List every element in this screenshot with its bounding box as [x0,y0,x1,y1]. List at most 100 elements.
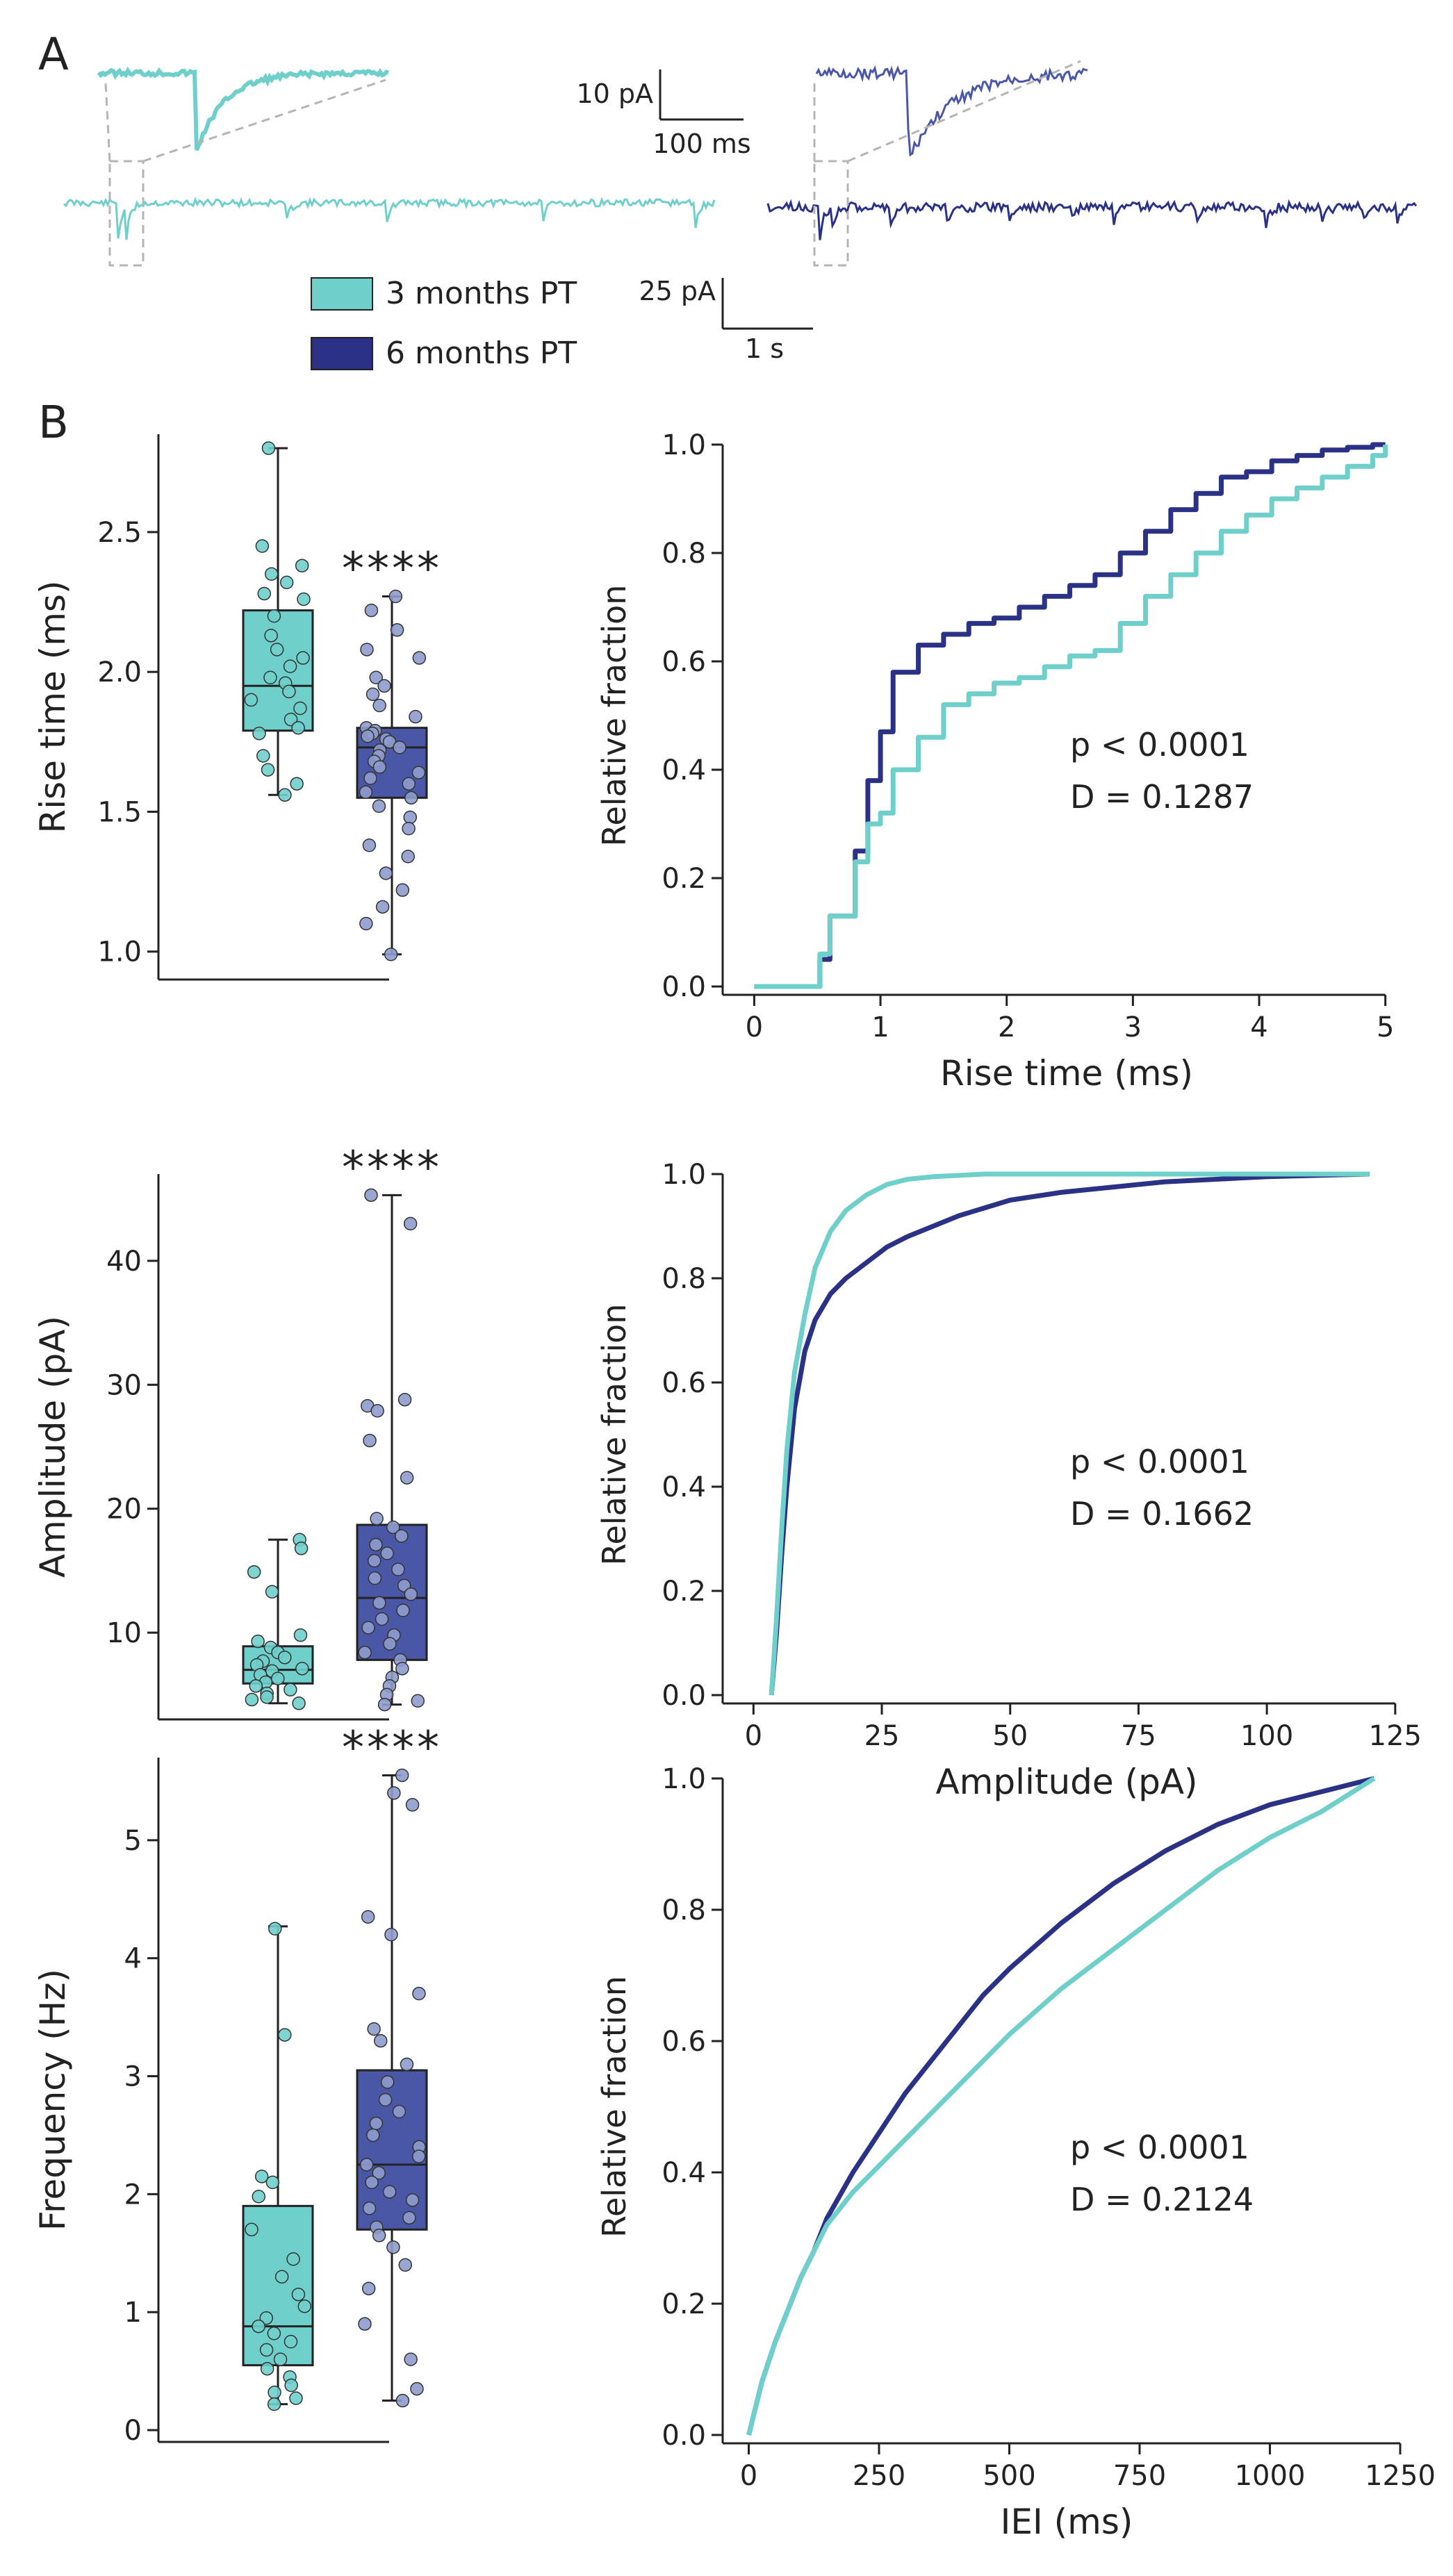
data-point [291,720,305,735]
data-point [267,2397,281,2411]
y-tick-label: 0 [124,2415,142,2447]
data-point [400,1471,414,1485]
data-point [395,883,410,897]
data-point [361,2281,376,2295]
y-tick-label: 3 [124,2061,142,2093]
y-tick-label: 4 [124,1943,142,1975]
y-axis-title: Frequency (Hz) [33,1969,73,2231]
data-point [263,670,277,684]
data-point [386,2240,400,2254]
data-point [375,900,390,914]
data-point [412,651,427,665]
data-point [359,916,373,931]
trace-6-months-long [766,199,1418,240]
x-tick-label: 500 [983,2460,1035,2492]
data-point [297,2299,312,2313]
x-tick-label: 50 [992,1720,1028,1752]
zoom-guide-6-months-right [847,60,1081,163]
scalebar-trace-x-label: 1 s [745,333,784,364]
y-tick-label: 0.8 [662,1894,706,1926]
significance-stars: **** [342,1142,442,1194]
data-point [372,698,386,713]
data-point [364,1188,378,1203]
series-line-6-months [769,1171,1370,1696]
y-tick-label: 1 [124,2297,142,2329]
data-point [264,567,279,581]
y-tick-label: 0.6 [662,2026,706,2058]
current-traces [63,65,1418,240]
data-point [393,741,407,754]
data-point [405,1798,420,1812]
data-point [388,589,403,604]
data-point [261,763,275,777]
data-point [259,2343,274,2357]
y-axis-title: Rise time (ms) [33,581,73,834]
data-point [411,766,426,779]
legend: 3 months PT 6 months PT [311,276,577,371]
data-point [358,1645,372,1660]
y-tick-label: 1.0 [662,1159,706,1191]
series-line-6-months [754,442,1386,989]
data-point [402,2211,416,2225]
data-point [373,2033,388,2048]
data-point [395,1662,409,1676]
data-point [361,1910,375,1924]
data-point [377,1697,392,1712]
data-point [290,777,304,791]
x-tick-label: 5 [1377,1012,1394,1043]
data-point [274,2270,289,2284]
data-point [364,603,379,618]
data-point [370,1404,384,1418]
data-point [362,2201,377,2215]
data-point [387,1786,401,1800]
y-axis-title: Amplitude (pA) [33,1316,73,1578]
data-point [370,1512,384,1526]
x-tick-label: 25 [864,1720,900,1752]
scalebar-trace: 25 pA 1 s [639,276,813,364]
data-point [391,1562,405,1576]
data-point [244,693,258,707]
data-point [404,2352,418,2366]
data-point [398,2258,413,2272]
data-point [252,2190,266,2204]
x-tick-label: 125 [1369,1720,1422,1752]
annotation-d-statistic: D = 0.1287 [1070,778,1254,816]
y-tick-label: 0.6 [662,646,706,678]
data-point [361,729,375,743]
data-point [292,1696,306,1710]
x-tick-label: 0 [746,1012,763,1043]
x-tick-label: 75 [1121,1720,1156,1752]
data-point [403,810,418,825]
y-tick-label: 40 [106,1246,142,1278]
data-point [390,623,404,637]
data-point [267,2327,281,2340]
data-point [380,2075,395,2089]
y-tick-label: 0.0 [662,971,706,1003]
data-point [395,1768,409,1783]
data-point [277,1651,292,1665]
data-point [382,2185,397,2199]
y-tick-label: 0.2 [662,863,706,895]
y-tick-label: 1.0 [662,1763,706,1795]
data-point [395,2393,410,2408]
annotation-d-statistic: D = 0.2124 [1070,2181,1254,2218]
rise-time-cumulative-plot: 0.0 0.2 0.4 0.6 0.8 1.0 0 1 2 3 4 5 Rise time (ms) Re… [596,429,1394,1093]
data-point [404,791,418,805]
y-axis-title: Relative fraction [596,585,633,847]
scalebar-inset-x-label: 100 ms [652,129,750,159]
data-point [284,2378,298,2393]
y-axis-title: Relative fraction [596,1304,633,1566]
scalebar-inset: 10 pA 100 ms [576,69,751,159]
series-line-3-months [754,445,1388,989]
y-tick-label: 0.4 [662,754,706,786]
y-tick-label: 0.4 [662,1471,706,1503]
data-point [360,643,374,657]
legend-label-3-months: 3 months PT [386,276,577,311]
data-point [369,1537,383,1552]
x-tick-label: 1 [871,1012,889,1043]
x-tick-label: 750 [1113,2460,1166,2492]
data-point [268,2385,281,2400]
y-tick-label: 0.8 [662,538,706,570]
data-point [252,726,266,741]
iei-cumulative-plot: 0.0 0.2 0.4 0.6 0.8 1.0 0 250 500 750 1000 1250 IEI … [596,1763,1436,2542]
